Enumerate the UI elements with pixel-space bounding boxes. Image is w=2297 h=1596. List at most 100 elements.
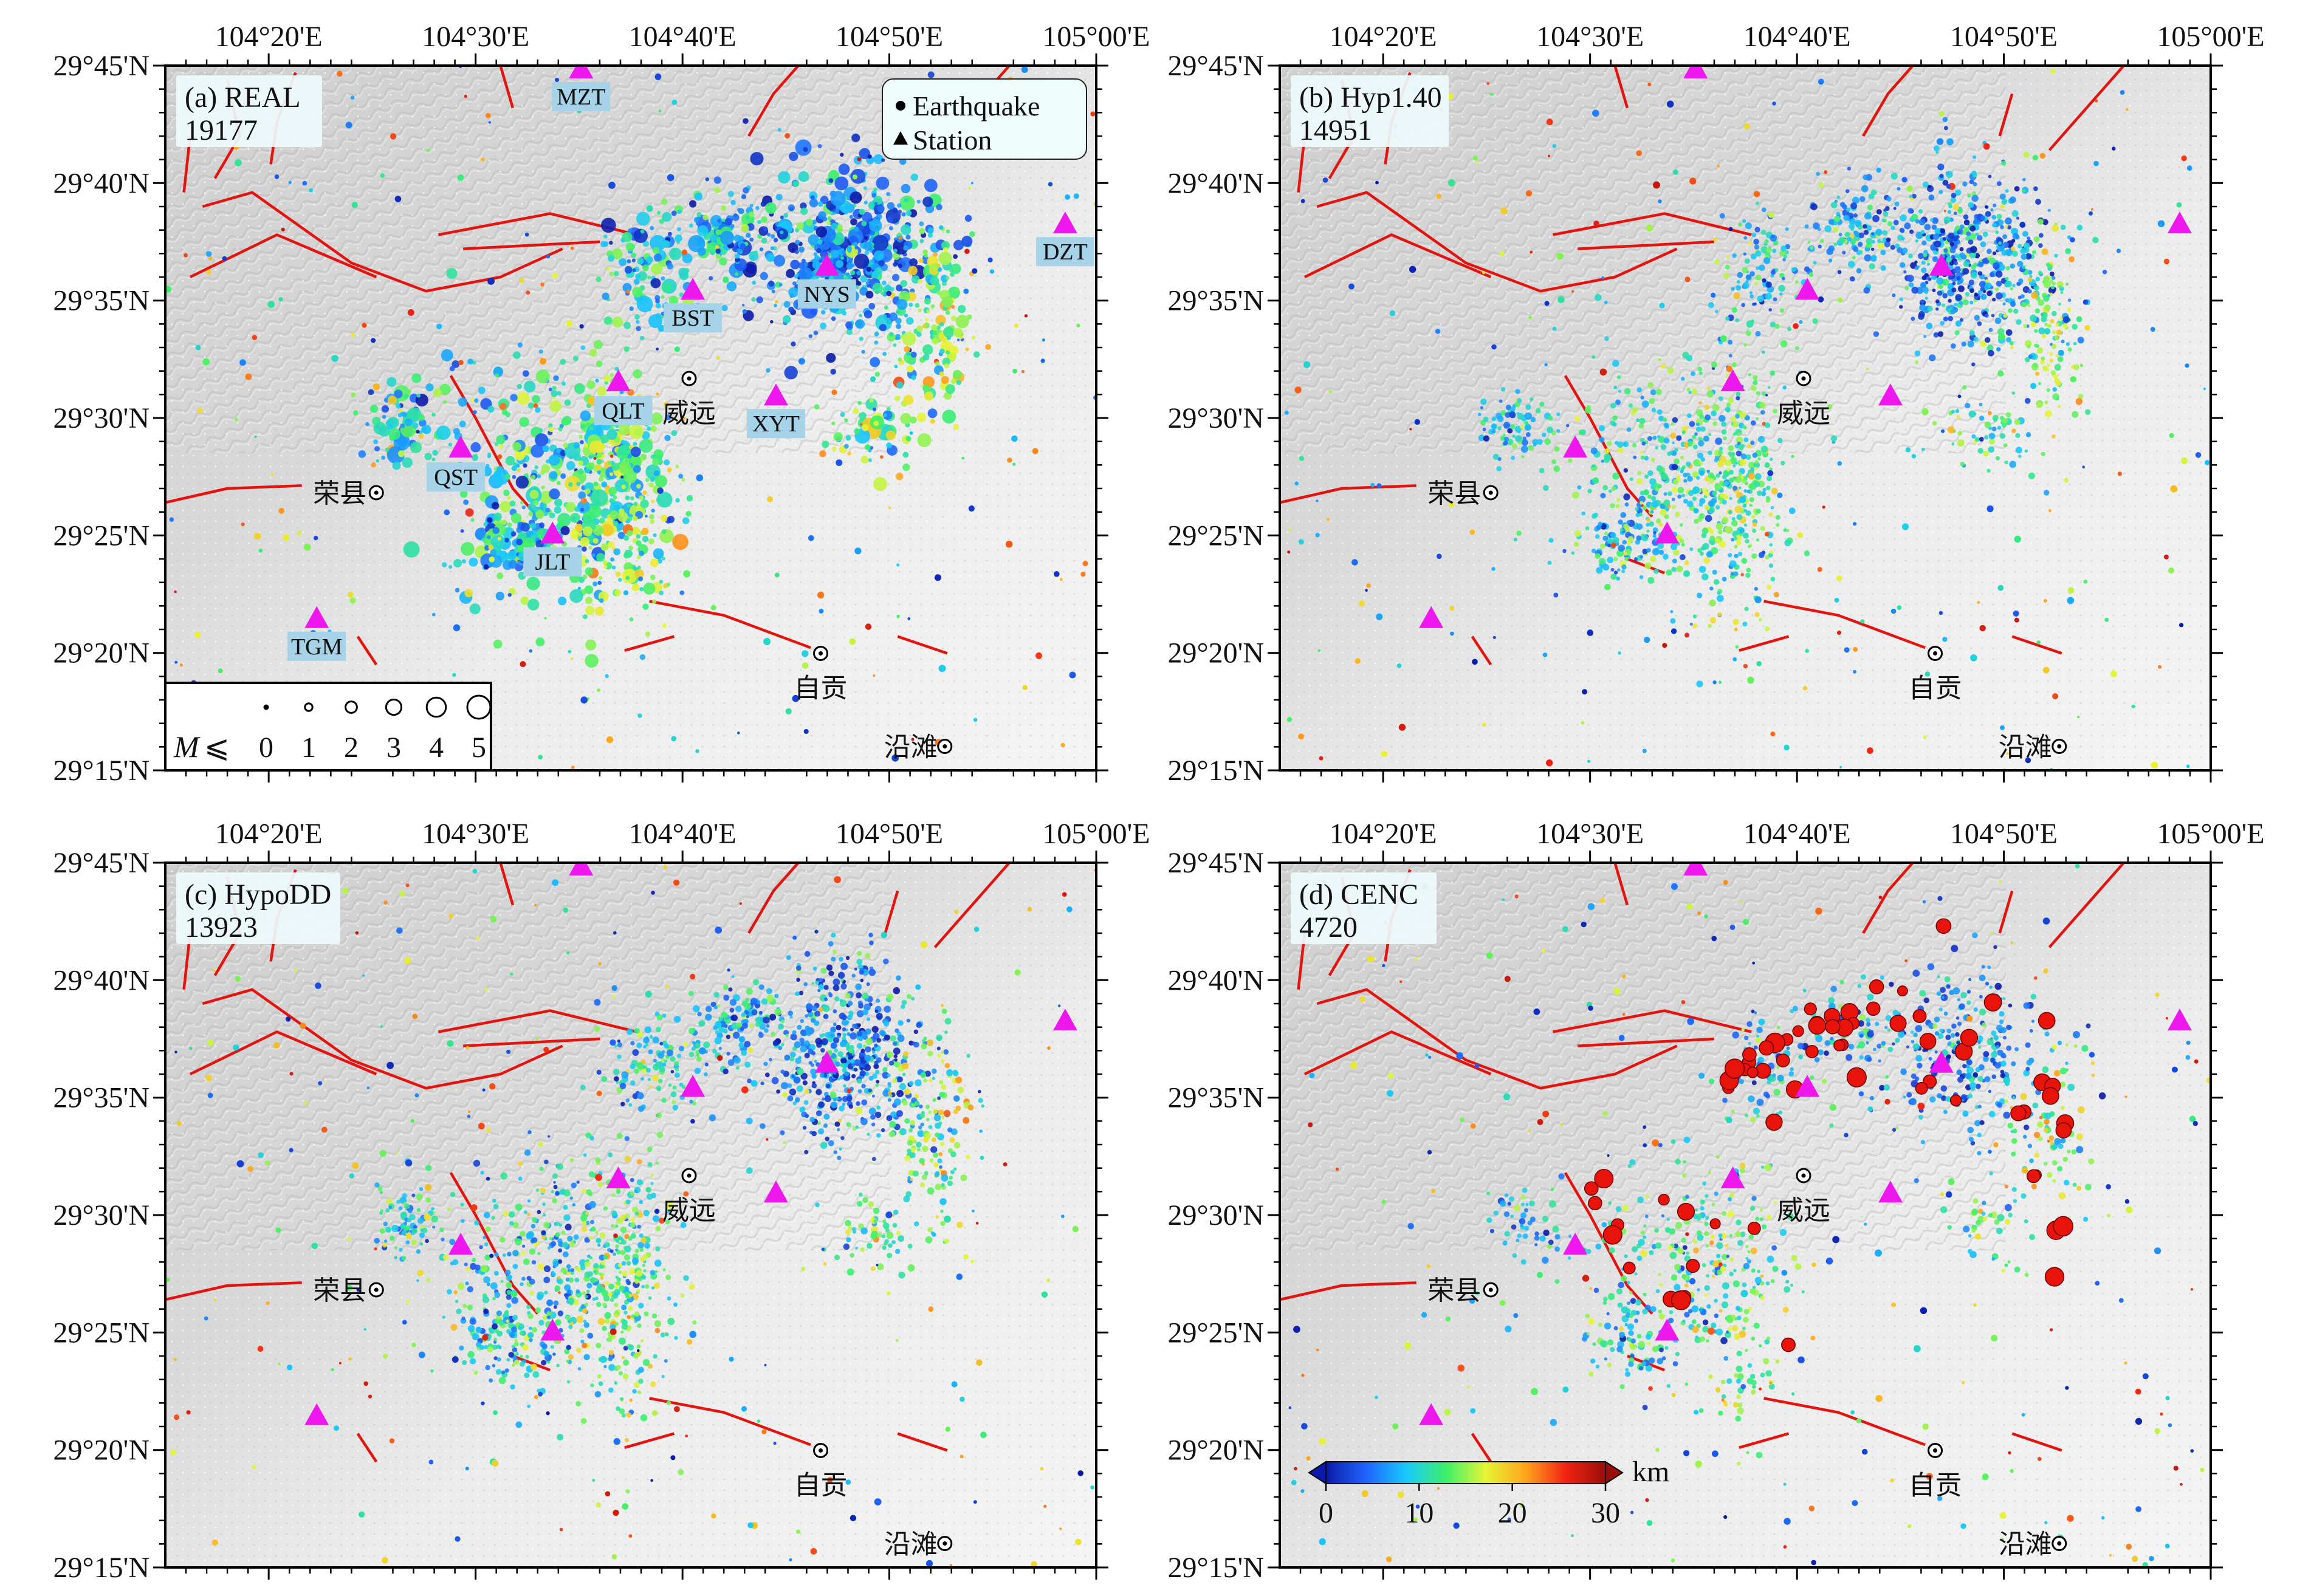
earthquake [850,270,855,275]
earthquake [504,474,510,480]
earthquake [2006,329,2013,336]
earthquake [1547,118,1553,125]
earthquake [448,443,452,447]
earthquake [1521,455,1524,458]
earthquake [1948,426,1955,434]
earthquake [843,1084,846,1088]
earthquake [1777,438,1783,444]
earthquake [202,358,210,366]
earthquake [577,448,581,451]
earthquake [865,953,870,958]
earthquake [869,969,876,976]
earthquake [771,246,774,250]
earthquake [583,526,592,536]
earthquake [622,569,637,584]
earthquake [2013,233,2019,239]
earthquake [1937,163,1944,170]
earthquake [1743,504,1747,508]
earthquake [465,509,474,517]
earthquake [1514,538,1517,541]
earthquake [2014,536,2021,543]
earthquake [1617,375,1621,380]
earthquake [866,281,870,285]
earthquake [659,109,662,112]
earthquake [836,260,843,268]
earthquake [1060,578,1063,581]
earthquake [896,324,901,329]
earthquake [174,591,177,594]
earthquake [870,357,880,368]
earthquake [1687,476,1693,482]
earthquake [727,281,736,291]
earthquake [901,1004,905,1009]
earthquake [625,495,630,500]
earthquake [1667,101,1674,108]
earthquake [1729,470,1734,474]
earthquake [1515,399,1517,401]
earthquake [549,454,560,465]
earthquake [1692,623,1697,628]
earthquake [1473,156,1478,160]
earthquake [492,502,500,510]
earthquake [1743,252,1746,255]
earthquake [1919,219,1926,225]
city-name: 威远 [662,399,716,428]
earthquake [2030,383,2036,389]
earthquake [372,417,380,425]
earthquake [1627,520,1630,524]
earthquake [958,305,966,313]
earthquake [1751,385,1756,391]
earthquake [757,296,763,303]
earthquake [2002,418,2008,423]
earthquake [874,1061,878,1065]
earthquake [1664,492,1667,496]
earthquake [1956,235,1960,239]
earthquake [1285,411,1289,415]
earthquake [872,1074,877,1079]
earthquake [1915,351,1921,357]
earthquake [1957,415,1960,419]
earthquake [337,70,343,77]
earthquake [1833,243,1837,247]
earthquake [382,405,389,413]
earthquake [578,587,581,590]
earthquake [1873,331,1880,337]
longitude-label: 104°50'E [1950,21,2058,53]
earthquake [1667,491,1672,496]
earthquake [1650,510,1653,513]
earthquake [734,235,741,242]
earthquake [1711,293,1715,298]
earthquake [828,941,834,947]
earthquake [760,1123,766,1129]
earthquake [1909,283,1914,287]
earthquake [737,731,740,735]
earthquake [1639,501,1643,505]
earthquake [893,248,898,253]
earthquake [1491,344,1497,350]
earthquake [620,476,623,479]
earthquake [518,343,523,348]
earthquake [1491,424,1497,430]
earthquake [1954,253,1959,258]
earthquake [1672,464,1678,470]
earthquake [271,473,274,476]
earthquake [786,269,795,278]
earthquake [956,380,961,385]
earthquake [990,269,994,273]
earthquake [2000,725,2005,730]
earthquake [1684,561,1689,566]
earthquake [2095,99,2098,102]
earthquake [902,1000,907,1005]
earthquake [623,552,630,558]
earthquake [552,273,558,278]
earthquake [1987,505,1994,512]
earthquake [1011,436,1018,442]
earthquake [2050,352,2053,356]
earthquake [1838,270,1842,275]
earthquake [575,524,583,532]
city-symbol-dot [1802,377,1806,381]
earthquake [1722,430,1727,435]
earthquake [1725,265,1730,270]
earthquake [1853,647,1858,652]
